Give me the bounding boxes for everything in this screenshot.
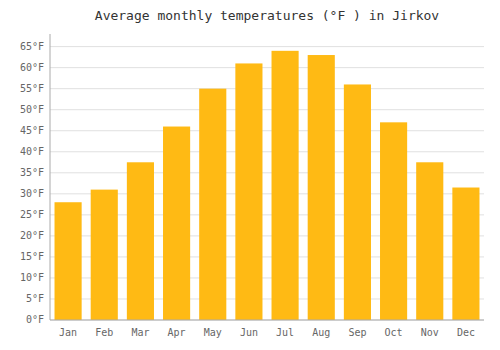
bars xyxy=(55,51,480,320)
y-tick-label: 15°F xyxy=(20,251,44,262)
bar xyxy=(272,51,299,320)
y-tick-label: 20°F xyxy=(20,230,44,241)
title: Average monthly temperatures (°F ) in Ji… xyxy=(95,8,440,23)
grid-line xyxy=(50,320,484,321)
y-tick-label: 45°F xyxy=(20,125,44,136)
bar xyxy=(380,122,407,320)
bar xyxy=(199,89,226,320)
y-tick-label: 65°F xyxy=(20,41,44,52)
x-tick-label: May xyxy=(204,327,222,338)
x-tick-label: Jul xyxy=(276,327,294,338)
grid-line xyxy=(50,88,484,89)
x-tick-label: Apr xyxy=(168,327,186,338)
x-axis-line xyxy=(50,320,484,321)
y-axis: 0°F 5°F 10°F 15°F 20°F 25°F 30°F 35°F 40°F 45°F 50… xyxy=(20,41,484,325)
x-tick-label: Mar xyxy=(131,327,149,338)
grid-line xyxy=(50,151,484,152)
y-tick-label: 25°F xyxy=(20,209,44,220)
bar xyxy=(308,55,335,320)
x-tick-label: Sep xyxy=(348,327,366,338)
bar xyxy=(235,63,262,320)
grid-line xyxy=(50,130,484,131)
bar xyxy=(344,84,371,320)
x-tick-label: Jun xyxy=(240,327,258,338)
x-tick-label: Oct xyxy=(385,327,403,338)
bar xyxy=(452,188,479,320)
y-tick-label: 60°F xyxy=(20,62,44,73)
grid-line xyxy=(50,109,484,110)
x-tick-label: Nov xyxy=(421,327,439,338)
x-tick-label: Feb xyxy=(95,327,113,338)
y-tick-label: 55°F xyxy=(20,83,44,94)
bar xyxy=(55,202,82,320)
grid-line xyxy=(50,67,484,68)
bar xyxy=(91,190,118,320)
bar xyxy=(163,127,190,320)
y-tick-label: 5°F xyxy=(26,293,44,304)
y-tick-label: 35°F xyxy=(20,167,44,178)
bar xyxy=(127,162,154,320)
bar xyxy=(416,162,443,320)
x-tick-label: Dec xyxy=(457,327,475,338)
x-axis: Jan Feb Mar Apr May Jun Jul Aug Sep Oct Nov Dec xyxy=(59,327,475,338)
y-axis-line xyxy=(50,34,51,320)
x-tick-label: Jan xyxy=(59,327,77,338)
y-tick-label: 10°F xyxy=(20,272,44,283)
chart: Average monthly temperatures (°F ) in Ji… xyxy=(0,0,500,350)
y-tick-label: 40°F xyxy=(20,146,44,157)
grid-line xyxy=(50,46,484,47)
x-tick-label: Aug xyxy=(312,327,330,338)
y-tick-label: 0°F xyxy=(26,314,44,325)
y-tick-label: 50°F xyxy=(20,104,44,115)
y-tick-label: 30°F xyxy=(20,188,44,199)
